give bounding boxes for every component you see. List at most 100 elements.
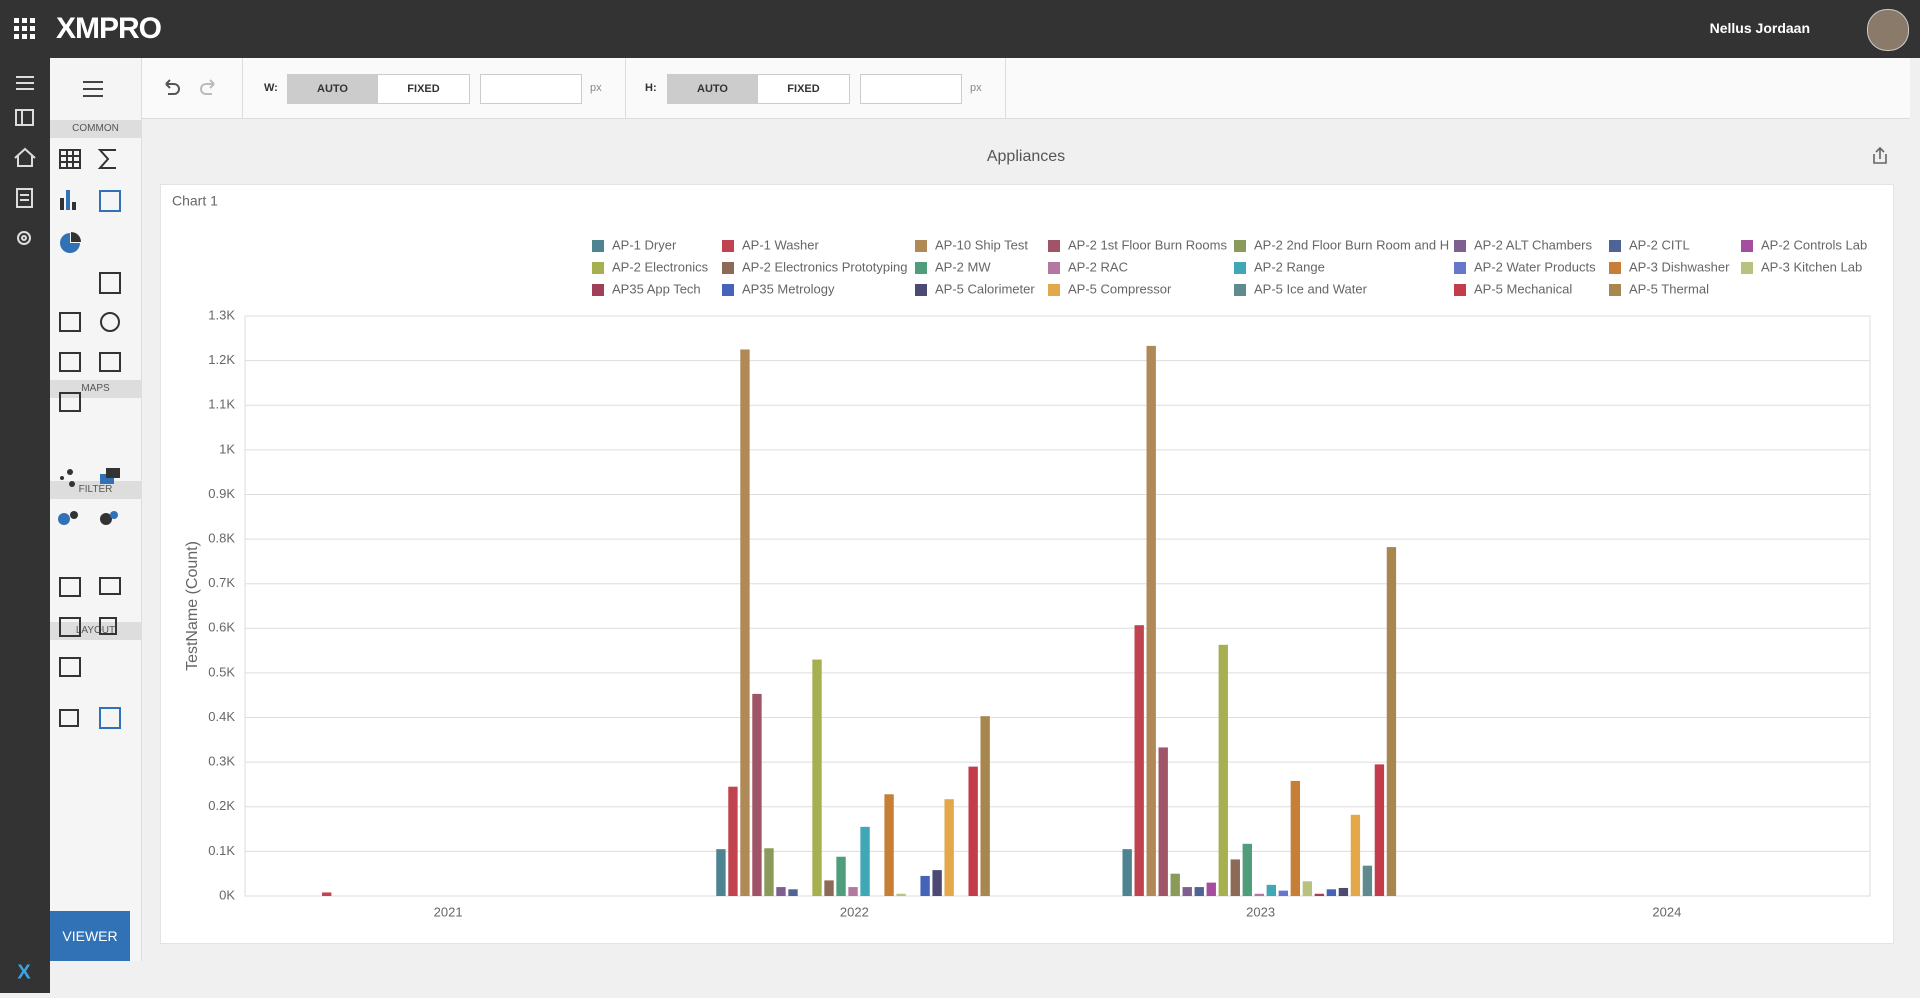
bar [1194,887,1204,896]
x-tick-label: 2023 [1246,904,1275,919]
x-tick-label: 2024 [1652,904,1681,919]
y-tick-label: 0.3K [208,754,235,769]
y-tick-label: 0.6K [208,620,235,635]
bar [776,887,786,896]
bar [836,856,846,896]
bar [788,889,798,896]
x-tick-label: 2021 [434,904,463,919]
height-input[interactable] [860,74,962,104]
divider [1005,58,1006,118]
bar [1278,890,1289,896]
divider [242,58,243,118]
logo: XMPRO [56,12,162,45]
chart-title: Chart 1 [172,193,218,209]
bar [824,880,834,896]
bar [728,786,738,896]
legend-swatch [1234,240,1246,252]
y-axis-title: TestName (Count) [184,541,201,671]
legend-swatch [592,284,604,296]
legend-swatch [1048,240,1060,252]
legend-swatch [1609,284,1621,296]
legend-label: AP-2 Electronics [612,259,709,274]
nav-logo: X [17,961,31,983]
auto-button[interactable]: AUTO [287,74,378,104]
height-label: H: [645,82,657,94]
legend-label: AP-2 2nd Floor Burn Room and H [1254,237,1449,252]
avatar[interactable] [1867,9,1909,51]
y-tick-label: 1.3K [208,307,235,322]
legend-label: AP-5 Ice and Water [1254,281,1368,296]
bar [1290,780,1301,896]
legend-swatch [722,284,734,296]
bar [1374,764,1385,896]
legend-label: AP-5 Thermal [1629,281,1709,296]
legend-label: AP-2 ALT Chambers [1474,237,1593,252]
bar [1146,345,1156,896]
bar [812,659,822,896]
legend-swatch [915,262,927,274]
y-tick-label: 1.2K [208,352,235,367]
side-nav: X [0,58,50,993]
legend-label: AP35 Metrology [742,281,835,296]
legend-swatch [1741,240,1753,252]
bar [848,887,858,896]
bar [860,826,870,896]
legend-label: AP-2 1st Floor Burn Rooms [1068,237,1227,252]
y-tick-label: 0.8K [208,531,235,546]
y-tick-label: 0.4K [208,709,235,724]
y-tick-label: 0.7K [208,575,235,590]
chart: Chart 1 TestName (Count) 0K 0.1K 0.2K 0.3K 0… [172,193,1871,919]
legend-swatch [1609,262,1621,274]
legend-label: AP-2 Controls Lab [1761,237,1867,252]
undo-redo[interactable] [162,78,222,98]
apps-icon[interactable] [14,18,36,40]
y-tick-label: 0.5K [208,664,235,679]
user-name[interactable]: Nellus Jordaan [1709,20,1810,36]
widget-palette: COMMON MAPS FILTER LAYOUT VIEWER [50,58,142,961]
legend-swatch [1048,284,1060,296]
legend-label: AP-2 Water Products [1474,259,1596,274]
menu-icon[interactable] [80,78,110,100]
bar [1386,547,1397,896]
y-tick-label: 0.1K [208,843,235,858]
unit: px [970,82,982,94]
section-label: COMMON [50,120,141,138]
bar [1326,889,1337,896]
auto-button[interactable]: AUTO [667,74,758,104]
bar [1254,893,1264,896]
width-input[interactable] [480,74,582,104]
legend-swatch [915,240,927,252]
bar [932,870,942,896]
legend-swatch [1454,284,1466,296]
y-tick-label: 0.9K [208,486,235,501]
legend-label: AP-3 Dishwasher [1629,259,1730,274]
legend-label: AP-5 Mechanical [1474,281,1572,296]
fixed-button[interactable]: FIXED [757,74,850,104]
bar [944,799,954,896]
legend-label: AP-5 Compressor [1068,281,1172,296]
legend-label: AP35 App Tech [612,281,701,296]
export-icon[interactable] [1870,146,1890,166]
nav-icons: X [14,76,36,983]
y-tick-label: 0.2K [208,798,235,813]
widget-icons[interactable] [50,138,141,738]
bar [1242,843,1252,896]
bar [716,849,726,896]
bar [1206,882,1216,896]
viewer-button[interactable]: VIEWER [50,911,130,961]
fixed-button[interactable]: FIXED [377,74,470,104]
bar [1182,887,1192,896]
toolbar: W: AUTO FIXED px H: AUTO FIXED px [142,58,1910,119]
bar [1134,625,1144,896]
bar [1314,893,1325,896]
legend-swatch [592,262,604,274]
divider [625,58,626,118]
legend-label: AP-10 Ship Test [935,237,1028,252]
bar [896,893,906,896]
bar [1158,747,1168,896]
legend-label: AP-2 MW [935,259,991,274]
legend-swatch [1048,262,1060,274]
x-tick-label: 2022 [840,904,869,919]
y-tick-label: 0K [219,887,235,902]
y-tick-label: 1K [219,441,235,456]
